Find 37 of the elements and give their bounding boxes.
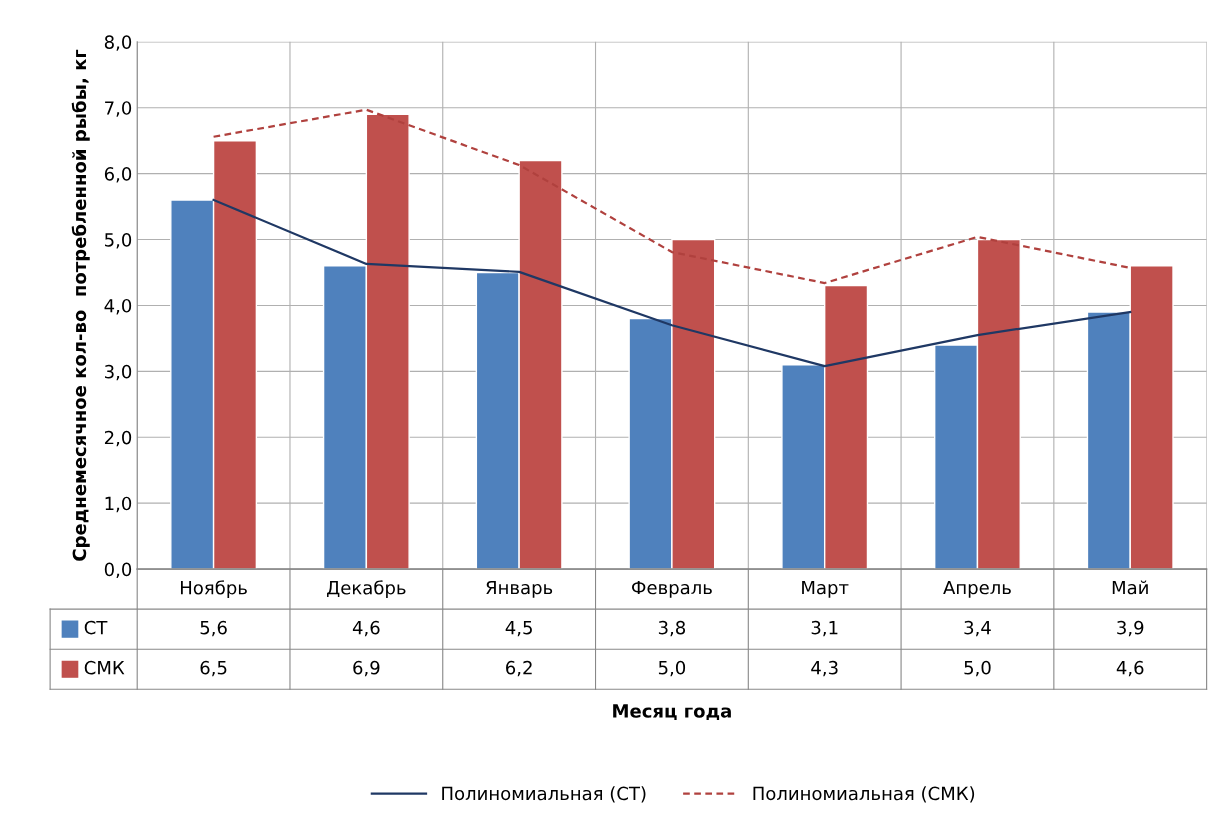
data-label: 5,0 — [658, 660, 686, 677]
data-label: 4,3 — [811, 660, 838, 677]
x-tick-label: Декабрь — [327, 580, 406, 599]
y-tick-label: 3,0 — [105, 364, 132, 381]
x-tick-label: Январь — [486, 580, 553, 598]
data-label: 3,8 — [658, 620, 686, 637]
text: Месяц года — [613, 704, 731, 720]
data-label: 3,4 — [964, 620, 991, 637]
data-label: 5,0 — [964, 660, 991, 677]
data-label: 3,1 — [811, 620, 838, 637]
y-tick-label: 8,0 — [104, 35, 132, 51]
y-tick-label: 6,0 — [104, 167, 132, 183]
data-label: 6,9 — [353, 660, 380, 677]
y-tick-label: 2,0 — [104, 430, 132, 447]
x-tick-label: Май — [1112, 580, 1148, 595]
data-label: 4,6 — [352, 620, 380, 637]
y-tick-label: 0,0 — [104, 562, 132, 579]
legend-label: Полиномиальная (СМК) — [753, 786, 975, 803]
y-tick-label: 4,0 — [104, 298, 132, 315]
legend-label: СТ — [84, 620, 108, 635]
y-tick-label: 1,0 — [105, 496, 132, 513]
x-tick-label: Апрель — [943, 580, 1011, 598]
x-tick-label: Март — [802, 580, 849, 598]
legend-label: Полиномиальная (СТ) — [442, 786, 646, 803]
line-series — [212, 198, 1132, 368]
data-label: 6,2 — [506, 660, 532, 677]
x-tick-label: Февраль — [631, 580, 712, 598]
data-label: 6,5 — [200, 660, 227, 677]
data-label: 4,5 — [505, 621, 532, 637]
y-tick-label: 7,0 — [105, 101, 132, 117]
data-label: 3,9 — [1117, 620, 1144, 637]
legend-label: СМК — [84, 660, 125, 675]
x-tick-label: Ноябрь — [181, 580, 247, 599]
y-tick-label: 5,0 — [105, 233, 132, 249]
data-label: 5,6 — [200, 620, 227, 637]
data-label: 4,6 — [1116, 660, 1144, 677]
y-axis-title: Среднемесячное кол-во потребленной рыбы, кг — [71, 49, 90, 561]
